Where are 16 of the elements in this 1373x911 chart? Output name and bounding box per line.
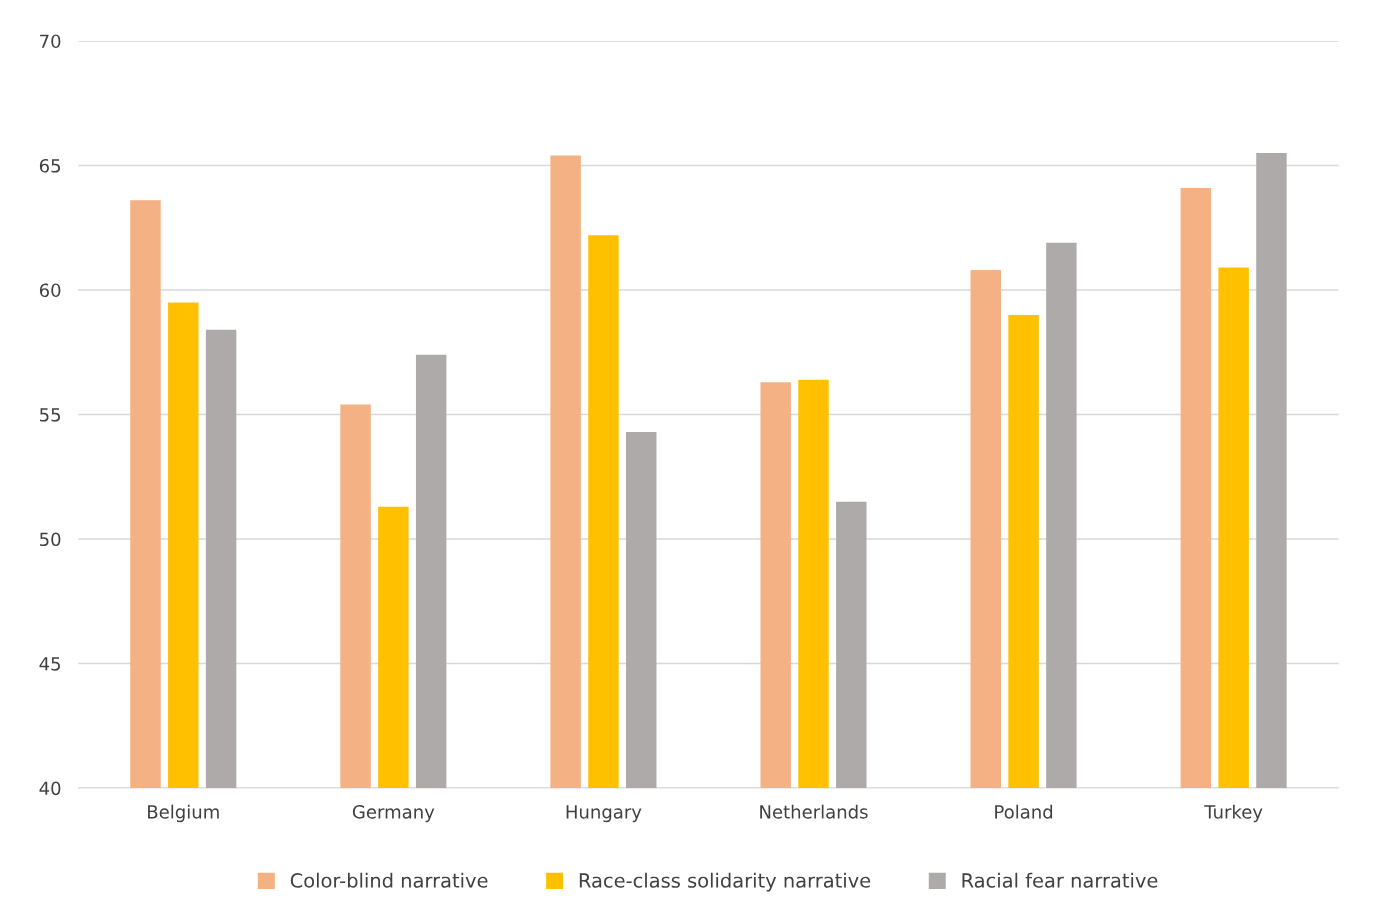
y-tick-label: 60 — [39, 283, 61, 298]
y-tick-label: 40 — [39, 781, 61, 796]
x-tick-label: Netherlands — [760, 804, 868, 819]
x-tick-label: Germany — [352, 805, 435, 823]
x-tick-label: Hungary — [566, 805, 642, 823]
legend-label: Color-blind narrative — [290, 872, 488, 888]
y-tick-label: 65 — [39, 158, 61, 173]
x-tick-label: Poland — [995, 804, 1053, 819]
y-tick-label: 45 — [39, 657, 61, 671]
x-tick-label: Turkey — [1204, 804, 1263, 823]
legend-label: Race-class solidarity narrative — [579, 872, 871, 892]
y-tick-label: 55 — [40, 408, 61, 422]
legend-label: Racial fear narrative — [962, 872, 1158, 888]
y-tick-label: 70 — [40, 34, 61, 49]
x-tick-label: Belgium — [148, 804, 219, 823]
y-tick-label: 50 — [40, 532, 61, 547]
